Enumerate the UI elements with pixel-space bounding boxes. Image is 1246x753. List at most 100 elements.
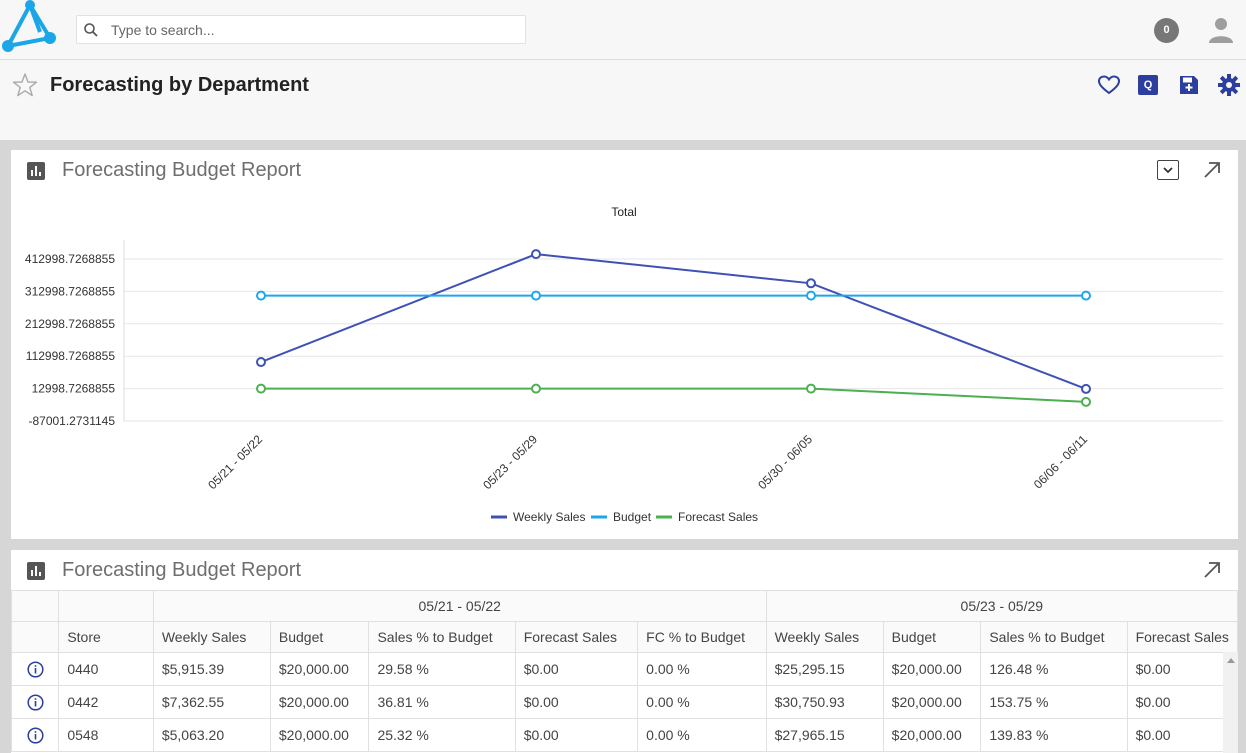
data-point [531,383,541,394]
data-point [256,357,266,368]
series-line [260,253,1087,390]
data-point [531,249,541,260]
bar-chart-icon [27,562,45,580]
data-point [531,290,541,301]
user-avatar-icon[interactable] [1206,15,1236,45]
header-blank [58,590,154,622]
table-cell: $20,000.00 [882,652,982,686]
column-header[interactable]: Forecast Sales [1126,621,1238,653]
table-cell: 139.83 % [980,718,1128,752]
column-header[interactable]: Weekly Sales [765,621,884,653]
table-cell: 126.48 % [980,652,1128,686]
gear-icon[interactable] [1217,73,1241,97]
panel-title: Forecasting Budget Report [62,559,302,581]
bar-chart-icon [27,162,45,180]
table-cell: $0.00 [1126,685,1238,719]
column-header[interactable]: Sales % to Budget [368,621,516,653]
group-header: 05/23 - 05/29 [765,590,1238,622]
table-cell: 153.75 % [980,685,1128,719]
top-bar: 0 [0,0,1246,60]
column-header[interactable]: FC % to Budget [637,621,767,653]
data-point [806,290,816,301]
table-group-header: 05/21 - 05/22 05/23 - 05/29 [11,590,1238,622]
chart-panel: Forecasting Budget Report Total 412998.72… [11,150,1238,539]
table-cell: $30,750.93 [765,685,884,719]
data-point [1081,396,1091,407]
table-cell: $0.00 [514,685,639,719]
table-cell: 36.81 % [368,685,516,719]
y-tick-label: 312998.7268855 [25,284,115,298]
legend-label: Forecast Sales [678,510,758,524]
table-cell: 0440 [58,652,154,686]
info-icon[interactable] [27,661,44,678]
x-tick-label: 05/23 - 05/29 [480,432,540,492]
column-header[interactable]: Sales % to Budget [980,621,1128,653]
chart-options-dropdown[interactable] [1157,160,1179,180]
y-tick-label: 212998.7268855 [25,317,115,331]
group-header: 05/21 - 05/22 [152,590,767,622]
expand-icon[interactable] [1202,560,1222,580]
table-cell: $5,915.39 [152,652,271,686]
data-point [1081,383,1091,394]
y-tick-label: -87001.2731145 [28,414,115,428]
table-cell: $5,063.20 [152,718,271,752]
y-tick-label: 112998.7268855 [26,349,116,363]
heart-icon[interactable] [1097,73,1121,97]
data-point [806,383,816,394]
column-header[interactable]: Weekly Sales [152,621,271,653]
query-icon[interactable]: Q [1138,75,1158,95]
table-row[interactable]: 0440 $5,915.39 $20,000.00 29.58 % $0.00 0.00 … [11,652,1238,686]
search-icon [84,23,98,37]
table-cell: $20,000.00 [269,652,370,686]
expand-icon[interactable] [1202,160,1222,180]
header-blank [11,621,60,653]
table-column-header: Store Weekly Sales Budget Sales % to Bud… [11,621,1238,653]
info-icon[interactable] [27,694,44,711]
panel-title: Forecasting Budget Report [62,159,302,181]
table-cell: $20,000.00 [882,685,982,719]
table-cell: $27,965.15 [765,718,884,752]
save-icon[interactable] [1177,73,1201,97]
table-cell: $0.00 [514,652,639,686]
table-cell: 0442 [58,685,154,719]
table-cell: 25.32 % [368,718,516,752]
notification-badge[interactable]: 0 [1154,18,1179,43]
table-cell: $0.00 [1126,652,1238,686]
table-cell: 0.00 % [637,718,767,752]
column-header[interactable]: Forecast Sales [514,621,639,653]
report-table: 05/21 - 05/22 05/23 - 05/29 Store Weekly… [11,590,1238,752]
table-row[interactable]: 0442 $7,362.55 $20,000.00 36.81 % $0.00 0.00 … [11,685,1238,719]
x-tick-label: 05/21 - 05/22 [205,432,265,492]
table-panel: Forecasting Budget Report 05/21 - 05/22 … [11,550,1238,753]
table-row[interactable]: 0548 $5,063.20 $20,000.00 25.32 % $0.00 0.00 … [11,718,1238,752]
table-cell: $20,000.00 [269,685,370,719]
favorite-star-icon[interactable] [12,72,38,98]
legend-label: Weekly Sales [513,510,585,524]
y-tick-label: 12998.7268855 [32,382,116,396]
data-point [256,290,266,301]
column-header[interactable]: Budget [269,621,370,653]
page-title: Forecasting by Department [50,74,309,96]
app-logo-icon[interactable] [0,0,58,58]
chart-title: Total [611,205,636,219]
vertical-scrollbar[interactable] [1223,652,1238,753]
page-header: Forecasting by Department Q [0,61,1246,140]
search-input[interactable] [111,20,511,40]
data-point [256,383,266,394]
column-header[interactable]: Store [58,621,154,653]
search-box[interactable] [76,15,526,44]
column-header[interactable]: Budget [882,621,982,653]
table-cell: 29.58 % [368,652,516,686]
row-info-cell[interactable] [11,652,60,686]
line-chart: Total 412998.7268855 312998.7268855 212998.… [25,205,1223,524]
table-cell: $0.00 [1126,718,1238,752]
table-cell: $20,000.00 [882,718,982,752]
row-info-cell[interactable] [11,685,60,719]
table-cell: 0.00 % [637,652,767,686]
info-icon[interactable] [27,727,44,744]
table-cell: $20,000.00 [269,718,370,752]
row-info-cell[interactable] [11,718,60,752]
legend-label: Budget [613,510,652,524]
y-tick-label: 412998.7268855 [25,252,115,266]
chevron-down-icon [1163,167,1173,174]
